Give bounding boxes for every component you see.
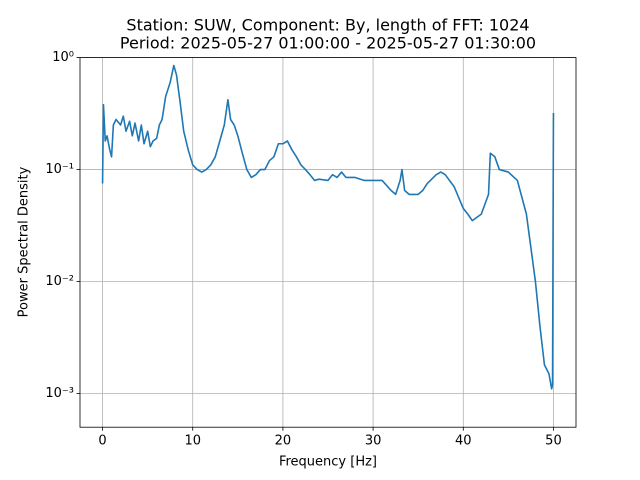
- y-tick-label: 10⁰: [52, 50, 74, 65]
- y-tick-label: 10⁻³: [45, 386, 74, 401]
- x-tick-label: 50: [545, 434, 562, 449]
- x-tick-label: 20: [275, 434, 292, 449]
- chart-subtitle: Period: 2025-05-27 01:00:00 - 2025-05-27…: [120, 34, 536, 53]
- x-axis-label: Frequency [Hz]: [279, 455, 377, 470]
- data-line: [101, 64, 555, 390]
- y-axis-label: Power Spectral Density: [17, 166, 32, 317]
- axes-frame: [79, 57, 577, 428]
- y-tick-label: 10⁻²: [45, 274, 74, 289]
- x-tick-label: 30: [365, 434, 382, 449]
- x-tick-label: 0: [98, 434, 106, 449]
- x-tick-label: 10: [184, 434, 201, 449]
- x-tick-label: 40: [455, 434, 472, 449]
- y-tick-label: 10⁻¹: [45, 162, 74, 177]
- chart-title: Station: SUW, Component: By, length of F…: [126, 16, 529, 35]
